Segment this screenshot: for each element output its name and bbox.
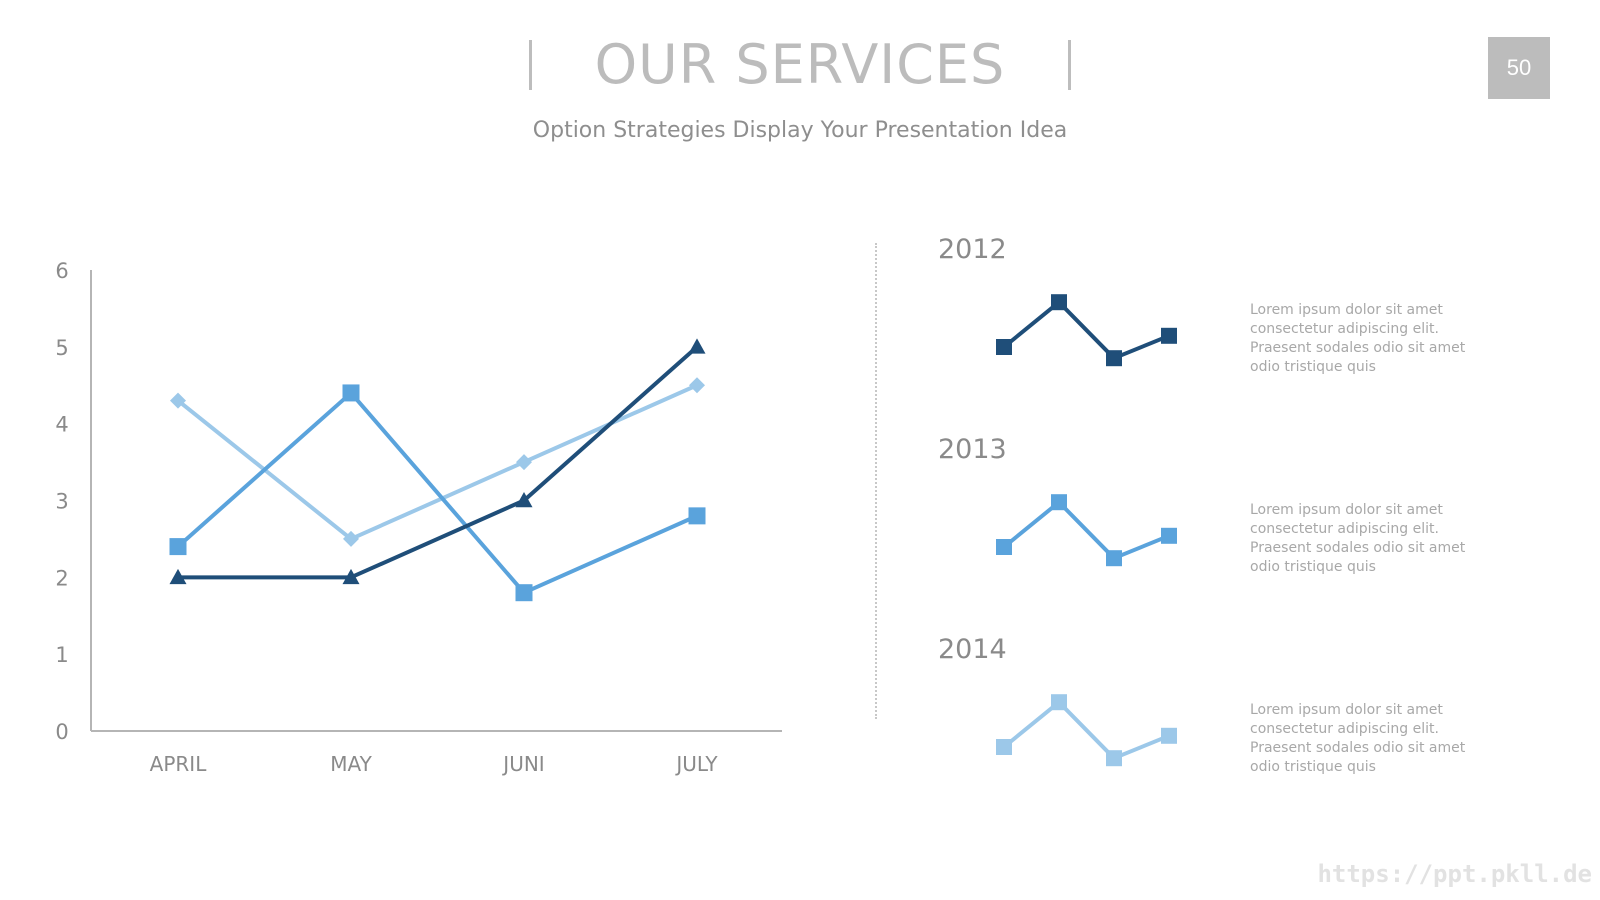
year-label-2013: 2013 [938,434,1007,465]
mini-point-2012 [996,339,1012,355]
series-3-point [515,492,533,508]
series-1-point [516,454,532,471]
page-subtitle: Option Strategies Display Your Presentat… [532,118,1068,143]
series-1-point [170,392,186,409]
series-2-point [169,538,187,556]
mini-point-2013 [1106,550,1122,567]
title-bar-right [1067,40,1071,90]
mini-point-2013 [996,539,1012,555]
description-line: Lorem ipsum dolor sit amet [1250,502,1443,518]
description-2012: Lorem ipsum dolor sit amet consectetur a… [1250,301,1500,377]
y-tick-label: 3 [55,490,68,514]
description-line: Praesent sodales odio sit amet [1250,540,1466,556]
mini-line-2014 [1002,700,1170,761]
mini-point-2014 [996,739,1012,755]
y-tick-label: 5 [55,336,68,360]
description-line: Lorem ipsum dolor sit amet [1250,702,1443,718]
description-line: Praesent sodales odio sit amet [1250,340,1466,356]
series-line-3 [178,345,699,580]
section-divider [875,243,877,719]
description-line: consectetur adipiscing elit. [1250,521,1439,537]
description-line: odio tristique quis [1250,759,1376,775]
mini-line-charts [996,294,1177,767]
description-line: consectetur adipiscing elit. [1250,321,1439,337]
series-1-point [343,530,359,547]
year-label-2012: 2012 [938,234,1007,265]
y-tick-label: 4 [55,413,68,437]
y-tick-label: 6 [55,259,68,283]
x-tick-label: APRIL [150,752,208,776]
description-line: odio tristique quis [1250,559,1376,575]
x-tick-label: JULY [674,752,718,776]
mini-point-2013 [1051,494,1067,511]
mini-point-2014 [1051,694,1067,711]
mini-line-2012 [1002,300,1170,361]
y-tick-label: 0 [55,720,68,744]
mini-point-2012 [1051,294,1067,311]
main-line-chart: 0 1 2 3 4 5 6 APRIL MAY JUNI JULY [55,259,782,776]
y-tick-label: 1 [55,643,68,667]
mini-point-2014 [1106,750,1122,767]
series-2-point [688,507,706,525]
description-line: Lorem ipsum dolor sit amet [1250,302,1443,318]
series-2-point [342,384,360,402]
mini-point-2013 [1161,527,1177,544]
series-3-point [169,568,187,585]
x-tick-label: JUNI [501,752,544,776]
series-line-2 [176,390,698,595]
title-bar-left [529,40,533,90]
x-tick-label: MAY [330,752,372,776]
y-tick-label: 2 [55,566,68,590]
series-1-point [689,377,705,394]
description-line: odio tristique quis [1250,359,1376,375]
series-3-point [342,568,360,585]
series-3-point [688,338,706,354]
mini-point-2012 [1161,327,1177,344]
page-title: OUR SERVICES [594,33,1006,96]
mini-point-2012 [1106,350,1122,367]
description-2013: Lorem ipsum dolor sit amet consectetur a… [1250,501,1500,577]
series-2-point [515,584,533,602]
mini-point-2014 [1161,727,1177,744]
mini-line-2013 [1002,500,1170,561]
page-number-badge: 50 [1488,37,1550,99]
title-row: OUR SERVICES [0,30,1600,100]
description-line: Praesent sodales odio sit amet [1250,740,1466,756]
year-label-2014: 2014 [938,634,1007,665]
watermark-url: https://ppt.pkll.de [1317,860,1592,888]
description-line: consectetur adipiscing elit. [1250,721,1439,737]
description-2014: Lorem ipsum dolor sit amet consectetur a… [1250,701,1500,777]
